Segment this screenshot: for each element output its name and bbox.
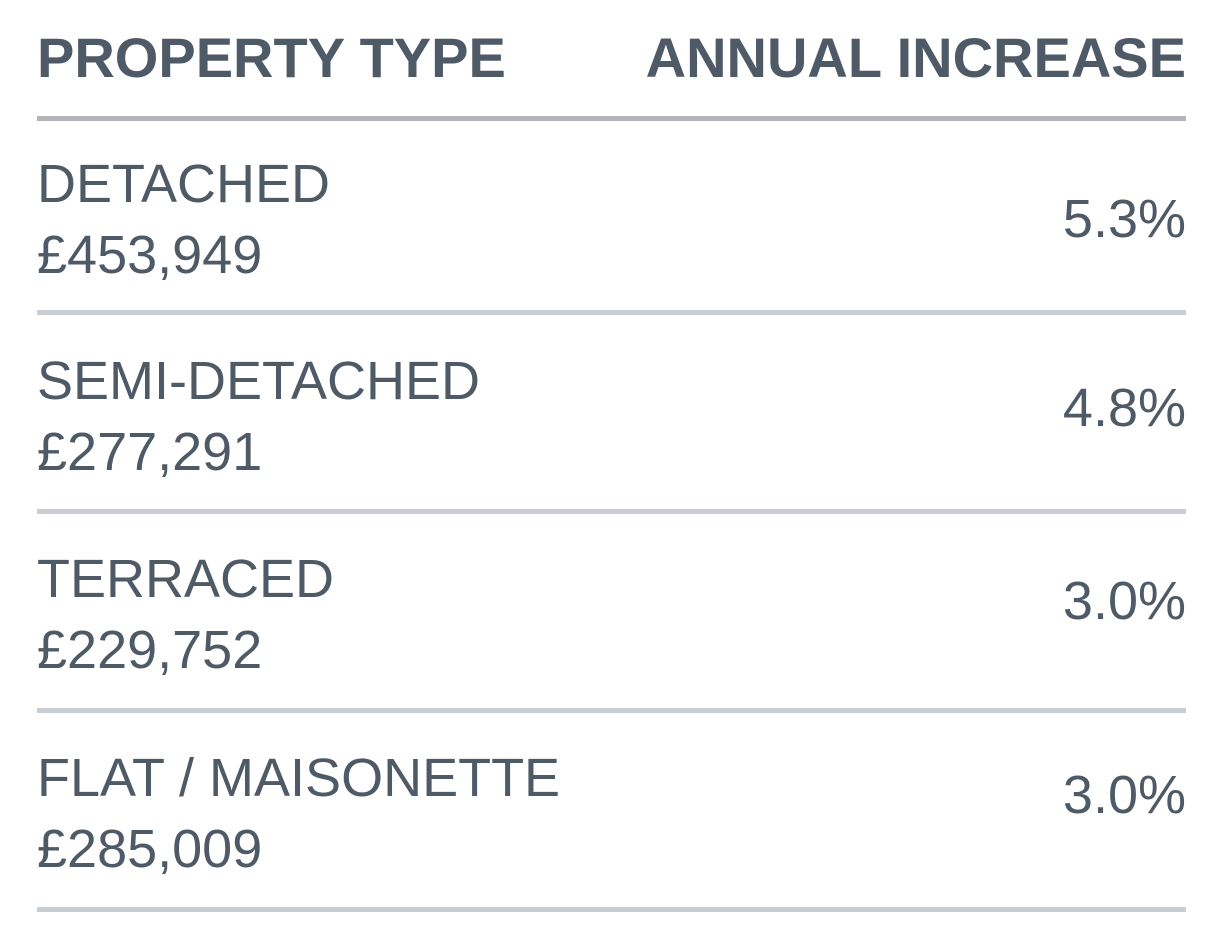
average-price: £229,752	[37, 620, 263, 680]
row-divider	[37, 310, 1186, 315]
table-header: PROPERTY TYPE ANNUAL INCREASE	[37, 0, 1186, 121]
header-annual-increase: ANNUAL INCREASE	[645, 26, 1186, 89]
header-property-type: PROPERTY TYPE	[37, 26, 506, 89]
property-type-label: DETACHED	[37, 154, 331, 214]
average-price: £285,009	[37, 819, 263, 879]
annual-increase-value: 3.0%	[1062, 765, 1186, 825]
property-type-label: SEMI-DETACHED	[37, 351, 481, 411]
property-type-label: FLAT / MAISONETTE	[37, 748, 561, 808]
header-divider	[37, 116, 1186, 121]
table-row: FLAT / MAISONETTE £285,009 3.0%	[37, 713, 1186, 912]
table-row: TERRACED £229,752 3.0%	[37, 514, 1186, 713]
property-type-label: TERRACED	[37, 549, 335, 609]
row-divider	[37, 708, 1186, 713]
average-price: £453,949	[37, 225, 263, 285]
row-divider	[37, 509, 1186, 514]
annual-increase-value: 5.3%	[1062, 189, 1186, 249]
row-divider	[37, 907, 1186, 912]
property-price-table: PROPERTY TYPE ANNUAL INCREASE DETACHED £…	[37, 0, 1186, 912]
table-row: SEMI-DETACHED £277,291 4.8%	[37, 316, 1186, 514]
annual-increase-value: 4.8%	[1062, 378, 1186, 438]
table-row: DETACHED £453,949 5.3%	[37, 121, 1186, 316]
annual-increase-value: 3.0%	[1062, 571, 1186, 631]
average-price: £277,291	[37, 422, 263, 482]
